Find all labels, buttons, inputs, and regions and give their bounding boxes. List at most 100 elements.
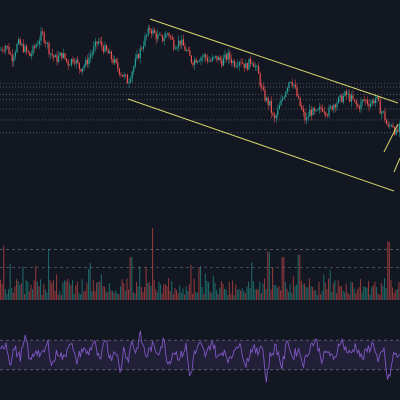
volume-bar	[136, 282, 138, 300]
candle-body	[293, 84, 295, 86]
candle-body	[29, 52, 31, 57]
volume-bar	[328, 278, 330, 300]
volume-bar	[184, 294, 186, 300]
candle-body	[298, 96, 300, 98]
candle-body	[107, 50, 109, 54]
volume-bar	[368, 281, 370, 300]
candle-body	[130, 78, 132, 83]
volume-bar	[324, 282, 326, 300]
volume-bar	[345, 283, 347, 300]
candle-body	[170, 36, 172, 38]
candle-body	[83, 65, 85, 69]
volume-bar	[89, 263, 91, 300]
candle-body	[389, 125, 391, 127]
candle-body	[203, 54, 205, 57]
volume-bar	[177, 293, 179, 300]
candle-body	[115, 59, 117, 63]
candle-body	[221, 60, 223, 66]
candle-body	[16, 43, 18, 53]
volume-bar	[336, 293, 338, 300]
candle-body	[278, 105, 280, 110]
candle-body	[234, 61, 236, 67]
candle-body	[242, 63, 244, 64]
candle-body	[251, 63, 253, 65]
volume-bar	[321, 290, 323, 300]
candle-body	[38, 40, 40, 45]
candle-body	[61, 52, 63, 59]
volume-bar	[84, 290, 86, 300]
candle-body	[277, 109, 279, 116]
trendline[interactable]	[383, 123, 399, 153]
candle-body	[218, 57, 220, 61]
candle-body	[358, 106, 360, 109]
volume-bar	[344, 292, 346, 300]
candle-body	[22, 44, 24, 52]
volume-bar	[286, 288, 288, 300]
volume-bar	[307, 287, 309, 300]
volume-bar	[196, 292, 198, 300]
candle-body	[227, 52, 229, 60]
candle-body	[80, 68, 82, 72]
candle-body	[296, 87, 298, 97]
volume-bar	[158, 281, 160, 300]
trendline[interactable]	[393, 157, 400, 173]
candle-body	[48, 42, 50, 55]
volume-pane[interactable]	[0, 228, 400, 300]
volume-bar	[329, 269, 331, 300]
volume-bar	[377, 293, 379, 300]
volume-bar	[308, 278, 310, 300]
volume-bar	[115, 290, 117, 300]
candle-body	[366, 100, 368, 104]
candle-body	[210, 60, 212, 62]
candle-body	[190, 55, 192, 63]
volume-bar	[145, 267, 147, 300]
volume-bar	[88, 269, 90, 300]
trendline[interactable]	[127, 98, 395, 192]
candle-body	[386, 120, 388, 125]
volume-bar	[235, 284, 237, 300]
candle-body	[363, 99, 365, 101]
price-pane[interactable]	[0, 18, 400, 192]
volume-bar	[142, 292, 144, 300]
trendlines[interactable]	[127, 18, 400, 192]
candle-body	[214, 55, 216, 58]
volume-bar	[73, 293, 75, 300]
volume-bar	[302, 284, 304, 300]
candle-body	[128, 82, 130, 84]
candle-body	[37, 44, 39, 46]
volume-bar	[51, 283, 53, 300]
volume-bar	[366, 287, 368, 300]
volume-bar	[22, 266, 24, 300]
candle-body	[346, 91, 348, 95]
rsi-pane[interactable]	[0, 330, 400, 383]
volume-bar	[320, 294, 322, 300]
volume-bar	[395, 290, 397, 300]
candle-body	[365, 99, 367, 101]
candle-body	[336, 102, 338, 108]
volume-bar	[214, 282, 216, 300]
volume-bar	[108, 283, 110, 300]
volume-bar	[102, 286, 104, 300]
candle-body	[230, 58, 232, 64]
volume-bar	[316, 295, 318, 300]
volume-bar	[371, 287, 373, 300]
volume-bar	[96, 282, 98, 300]
candle-body	[262, 87, 264, 90]
candle-body	[5, 45, 7, 51]
trendline[interactable]	[149, 18, 399, 104]
volume-bar	[388, 241, 390, 300]
volume-bar	[182, 288, 184, 300]
candle-body	[325, 112, 327, 116]
candle-body	[187, 50, 189, 52]
volume-bar	[33, 280, 35, 300]
volume-bar	[152, 228, 154, 300]
candle-body	[77, 59, 79, 63]
volume-bar	[326, 289, 328, 300]
candle-body	[216, 55, 218, 61]
candle-body	[339, 95, 341, 98]
volume-bar	[80, 294, 82, 300]
candle-body	[144, 36, 146, 46]
